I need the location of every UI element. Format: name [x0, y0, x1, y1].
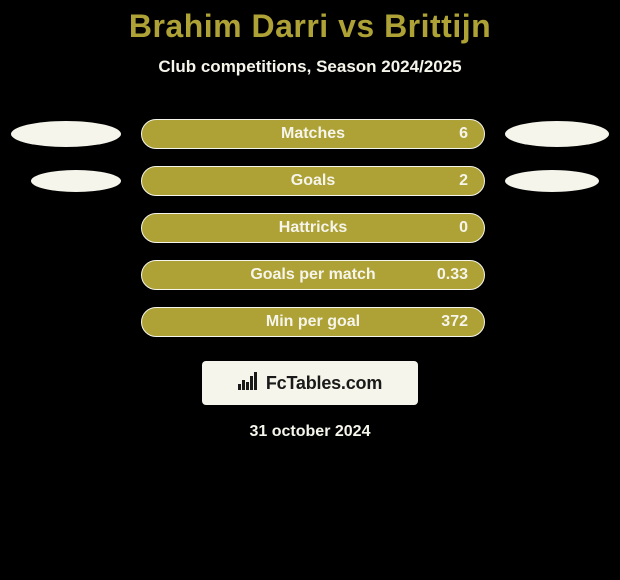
subtitle: Club competitions, Season 2024/2025 — [158, 57, 461, 77]
logo-box: FcTables.com — [202, 361, 418, 405]
left-marker-placeholder — [11, 215, 121, 241]
right-marker-placeholder — [505, 309, 609, 335]
stat-value: 6 — [459, 125, 468, 143]
stat-row: Hattricks 0 — [0, 213, 620, 243]
left-marker-placeholder — [11, 309, 121, 335]
stat-label: Min per goal — [266, 313, 360, 331]
stat-label: Goals per match — [250, 266, 375, 284]
stat-bar: Goals 2 — [141, 166, 485, 196]
date-text: 31 october 2024 — [250, 423, 371, 441]
stat-value: 0.33 — [437, 266, 468, 284]
stat-row: Min per goal 372 — [0, 307, 620, 337]
bar-chart-icon — [238, 372, 260, 395]
left-marker-ellipse — [31, 170, 121, 192]
logo-text: FcTables.com — [266, 373, 382, 394]
stat-label: Matches — [281, 125, 345, 143]
stat-label: Hattricks — [279, 219, 347, 237]
left-marker-placeholder — [11, 262, 121, 288]
left-marker-ellipse — [11, 121, 121, 147]
stat-rows: Matches 6 Goals 2 Hattricks 0 Goals — [0, 119, 620, 337]
stat-label: Goals — [291, 172, 335, 190]
stat-bar: Goals per match 0.33 — [141, 260, 485, 290]
stat-value: 372 — [441, 313, 468, 331]
right-marker-placeholder — [505, 215, 609, 241]
stat-row: Goals 2 — [0, 166, 620, 196]
right-marker-placeholder — [505, 262, 609, 288]
stat-row: Goals per match 0.33 — [0, 260, 620, 290]
comparison-infographic: Brahim Darri vs Brittijn Club competitio… — [0, 0, 620, 580]
stat-value: 0 — [459, 219, 468, 237]
right-marker-ellipse — [505, 170, 599, 192]
stat-value: 2 — [459, 172, 468, 190]
stat-bar: Matches 6 — [141, 119, 485, 149]
stat-row: Matches 6 — [0, 119, 620, 149]
page-title: Brahim Darri vs Brittijn — [129, 8, 491, 45]
right-marker-ellipse — [505, 121, 609, 147]
stat-bar: Min per goal 372 — [141, 307, 485, 337]
stat-bar: Hattricks 0 — [141, 213, 485, 243]
